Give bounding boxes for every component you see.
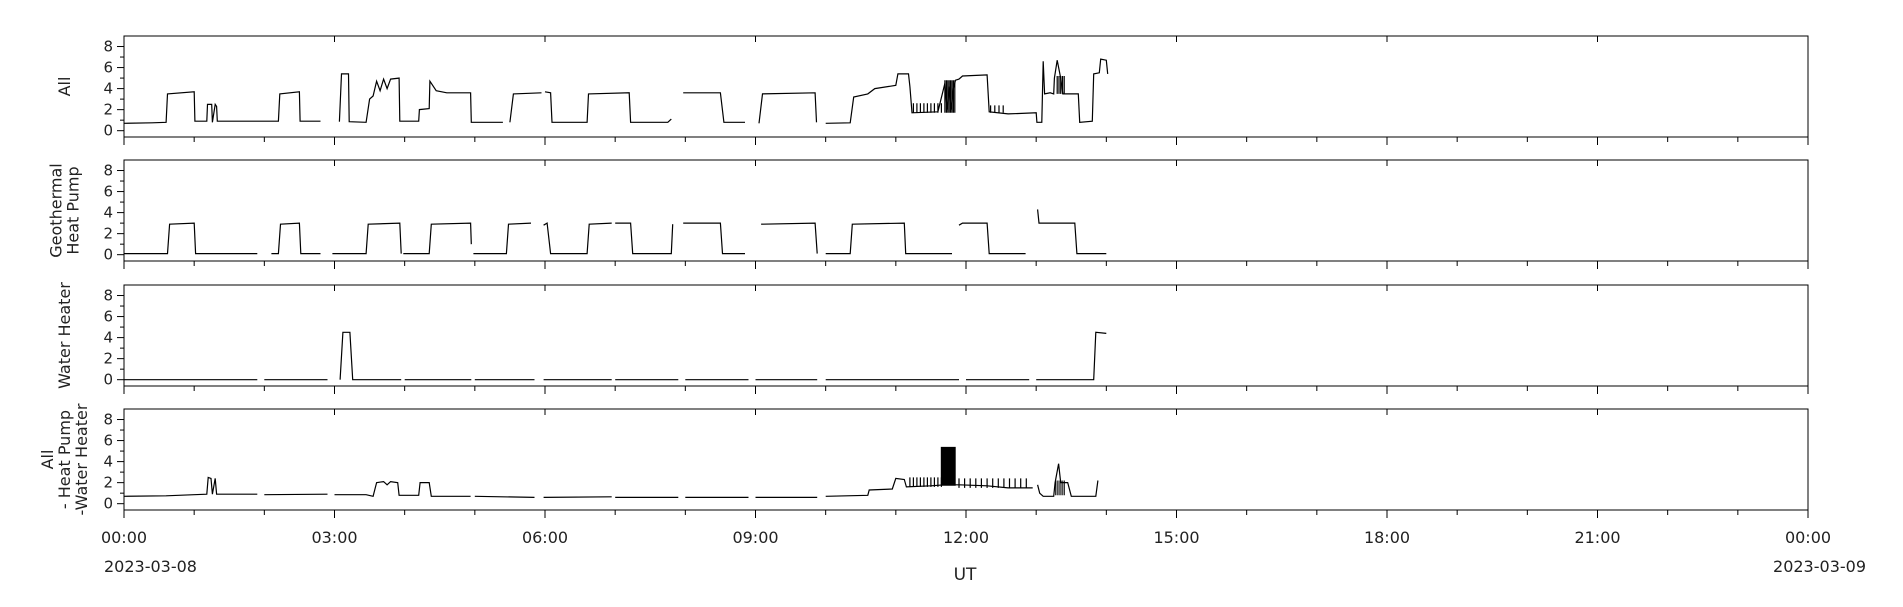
y-tick-label: 4 — [103, 453, 113, 471]
series-line — [123, 476, 258, 497]
y-axis-label: Water Heater — [55, 282, 74, 389]
series-spikes — [1056, 76, 1065, 94]
series-line — [334, 480, 471, 498]
series-line — [509, 92, 542, 123]
y-axis-label: - Heat Pump — [55, 410, 74, 509]
panel-frame — [123, 159, 1809, 262]
x-axis-end-date: 2023-03-09 — [1773, 557, 1866, 576]
panel-4: 0 2 4 6 8 All- Heat Pump-Water Heater — [38, 403, 1809, 518]
series-line — [683, 222, 745, 255]
series-line — [543, 496, 612, 498]
series-line — [473, 222, 532, 255]
series-spikes — [1055, 480, 1065, 496]
y-tick-label: 0 — [103, 122, 113, 140]
x-axis: UT 2023-03-08 2023-03-09 00:00 03:00 06:00… — [101, 528, 1866, 585]
series-line — [1037, 463, 1099, 497]
series-line — [543, 222, 612, 255]
y-tick-label: 8 — [103, 411, 113, 429]
x-tick-label: 09:00 — [732, 528, 778, 547]
series-line — [761, 222, 818, 254]
y-axis-label: Heat Pump — [64, 166, 83, 254]
series-line — [338, 73, 503, 123]
y-tick-label: 6 — [103, 59, 113, 77]
y-tick-label: 4 — [103, 204, 113, 222]
y-axis-label: All — [38, 450, 57, 470]
panel-1: 0 2 4 6 8 All — [55, 35, 1809, 145]
x-tick-label: 06:00 — [522, 528, 568, 547]
x-tick-label: 15:00 — [1153, 528, 1199, 547]
y-tick-label: 2 — [103, 350, 113, 368]
series-line — [544, 91, 672, 123]
x-tick-label: 18:00 — [1364, 528, 1410, 547]
y-tick-label: 8 — [103, 38, 113, 56]
series-spikes — [909, 477, 942, 487]
series-spikes — [944, 80, 956, 113]
panel-frame — [123, 284, 1809, 387]
y-tick-label: 0 — [103, 371, 113, 389]
y-tick-label: 6 — [103, 183, 113, 201]
series-line — [683, 92, 745, 123]
y-tick-label: 6 — [103, 308, 113, 326]
panel-frame — [123, 408, 1809, 511]
y-tick-label: 2 — [103, 225, 113, 243]
series-line — [958, 222, 1026, 255]
series-spikes — [940, 446, 956, 486]
y-tick-label: 0 — [103, 246, 113, 264]
y-tick-label: 2 — [103, 101, 113, 119]
series-line — [1037, 209, 1107, 255]
y-tick-label: 8 — [103, 287, 113, 305]
x-tick-label: 21:00 — [1574, 528, 1620, 547]
x-tick-label: 00:00 — [1785, 528, 1831, 547]
series-line — [332, 222, 402, 255]
series-line — [825, 222, 952, 255]
y-tick-label: 6 — [103, 432, 113, 450]
series-line — [1036, 331, 1107, 381]
series-line — [123, 91, 321, 124]
y-tick-label: 0 — [103, 495, 113, 513]
series-line — [758, 92, 818, 124]
y-axis-label: -Water Heater — [72, 403, 91, 515]
y-tick-label: 2 — [103, 474, 113, 492]
series-spikes — [990, 105, 1004, 113]
series-line — [124, 222, 258, 255]
series-line — [271, 222, 321, 255]
y-tick-label: 4 — [103, 329, 113, 347]
series-line — [339, 331, 402, 381]
series-line — [615, 222, 674, 255]
x-axis-start-date: 2023-03-08 — [104, 557, 197, 576]
panel-frame — [123, 35, 1809, 138]
series-line — [825, 477, 1033, 497]
y-tick-label: 8 — [103, 162, 113, 180]
y-tick-label: 4 — [103, 80, 113, 98]
series-line — [474, 495, 535, 498]
x-axis-title: UT — [954, 565, 977, 585]
y-axis-label: All — [55, 77, 74, 97]
y-axis-label: Geothermal — [47, 163, 66, 257]
series-line — [825, 58, 1109, 124]
x-tick-label: 03:00 — [311, 528, 357, 547]
series-spikes — [958, 478, 1027, 488]
panel-3: 0 2 4 6 8 Water Heater — [55, 282, 1809, 394]
x-tick-label: 12:00 — [943, 528, 989, 547]
series-spikes — [912, 103, 942, 113]
series-line — [264, 493, 328, 496]
series-line — [403, 222, 472, 255]
x-tick-label: 00:00 — [101, 528, 147, 547]
